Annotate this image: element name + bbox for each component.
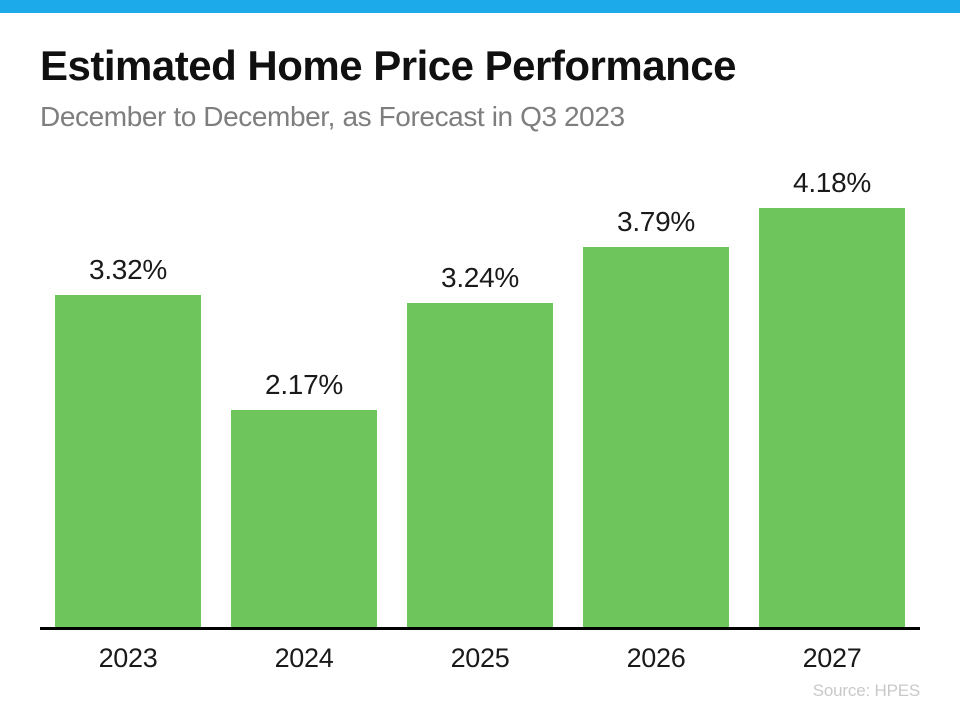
bar-group-2024: 2.17% — [231, 369, 377, 628]
x-tick-label: 2023 — [98, 643, 158, 673]
bar-group-2025: 3.24% — [407, 262, 553, 628]
x-tick-label: 2025 — [450, 643, 510, 673]
bar-group-2026: 3.79% — [583, 206, 729, 628]
x-tick-label: 2024 — [274, 643, 334, 673]
chart-subtitle: December to December, as Forecast in Q3 … — [40, 101, 625, 132]
plot-area: 3.32% 2.17% 3.24% 3.79% 4.18% — [55, 160, 905, 628]
x-axis-labels: 2023 2024 2025 2026 2027 — [55, 643, 905, 674]
bar — [55, 295, 201, 628]
x-axis-line — [40, 627, 920, 630]
bar-group-2023: 3.32% — [55, 254, 201, 628]
bar-group-2027: 4.18% — [759, 167, 905, 628]
bar-value-label: 3.32% — [89, 254, 167, 285]
bar — [231, 410, 377, 628]
top-accent-bar — [0, 0, 960, 13]
bar-value-label: 2.17% — [265, 369, 343, 400]
bar-value-label: 4.18% — [793, 167, 871, 198]
bar — [583, 247, 729, 628]
bar-value-label: 3.24% — [441, 262, 519, 293]
bar-value-label: 3.79% — [617, 206, 695, 237]
x-tick-label: 2027 — [802, 643, 862, 673]
bar — [407, 303, 553, 628]
chart-title: Estimated Home Price Performance — [40, 42, 736, 89]
source-note: Source: HPES — [812, 681, 920, 700]
bar — [759, 208, 905, 628]
x-tick-label: 2026 — [626, 643, 686, 673]
